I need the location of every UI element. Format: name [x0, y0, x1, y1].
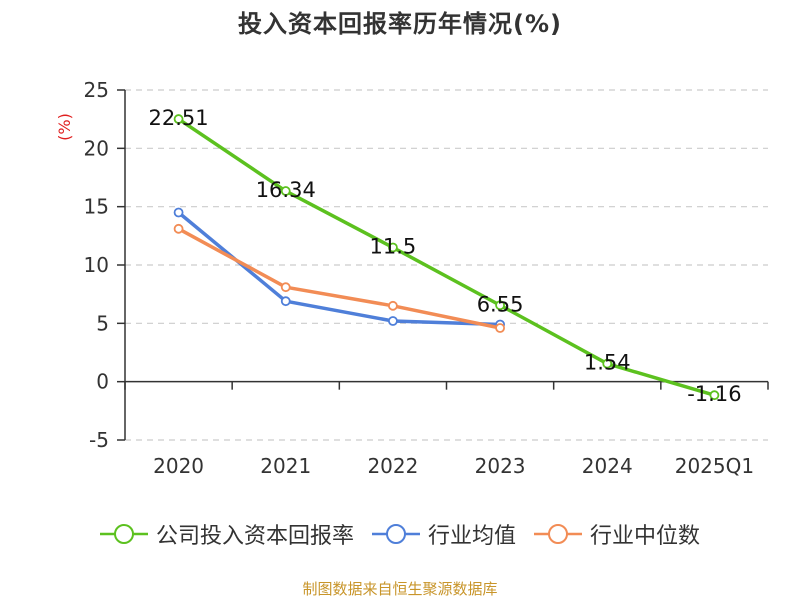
- y-tick-label: -5: [89, 428, 109, 452]
- data-label: 6.55: [477, 292, 524, 316]
- data-point: [495, 300, 505, 311]
- legend-label: 行业均值: [427, 524, 516, 549]
- y-tick-label: 15: [84, 195, 109, 219]
- legend-swatch: [99, 524, 148, 544]
- y-tick-label: 10: [84, 253, 109, 277]
- data-point: [280, 282, 291, 293]
- data-labels: 22.51 16.34 11.5 6.55 1.54 -1.16: [149, 106, 742, 406]
- data-point: [173, 223, 184, 234]
- y-tick-label: 0: [96, 370, 109, 394]
- legend-swatch: [534, 524, 582, 544]
- data-label: 22.51: [149, 106, 209, 130]
- data-point: [388, 300, 398, 311]
- x-tick-label: 2022: [367, 454, 418, 478]
- series-line: [177, 117, 715, 397]
- series-line: [177, 227, 501, 330]
- data-point: [495, 323, 505, 333]
- legend: 公司投入资本回报率 行业均值 行业中位数: [0, 518, 800, 550]
- data-label: 1.54: [584, 351, 631, 375]
- data-source-note: 制图数据来自恒生聚源数据库: [302, 580, 498, 598]
- y-tick-label: 25: [84, 78, 109, 102]
- legend-item[interactable]: 行业中位数: [534, 518, 700, 550]
- x-tick-label: 2020: [153, 454, 204, 478]
- legend-label: 行业中位数: [590, 524, 701, 549]
- x-tick-label: 2023: [475, 454, 526, 478]
- series-lines: [173, 114, 720, 401]
- data-point: [280, 186, 291, 196]
- series-line: [177, 211, 501, 327]
- data-point: [173, 207, 184, 218]
- x-tick-label: 2021: [260, 454, 311, 478]
- data-label: -1.16: [687, 382, 741, 406]
- axes: 25 20 15 10 5 0 -5 2020 2021 2022 2023 2024 2025Q1: [84, 78, 769, 478]
- y-tick-label: 20: [84, 136, 109, 160]
- data-label: 11.5: [370, 235, 417, 259]
- legend-swatch: [371, 524, 420, 544]
- data-point: [602, 358, 613, 369]
- x-tick-label: 2024: [582, 454, 633, 478]
- y-axis-unit-label: (%): [55, 113, 74, 141]
- x-tick-label: 2025Q1: [675, 454, 754, 478]
- chart-title: 投入资本回报率历年情况(%): [238, 10, 562, 38]
- y-tick-label: 5: [96, 311, 109, 335]
- data-point: [173, 114, 184, 124]
- legend-item[interactable]: 公司投入资本回报率: [99, 518, 354, 550]
- data-point: [280, 296, 291, 307]
- data-label: 16.34: [256, 178, 316, 202]
- legend-item[interactable]: 行业均值: [371, 518, 516, 550]
- data-point: [709, 390, 720, 401]
- data-point: [388, 316, 398, 326]
- legend-label: 公司投入资本回报率: [155, 524, 354, 549]
- data-point: [388, 242, 398, 253]
